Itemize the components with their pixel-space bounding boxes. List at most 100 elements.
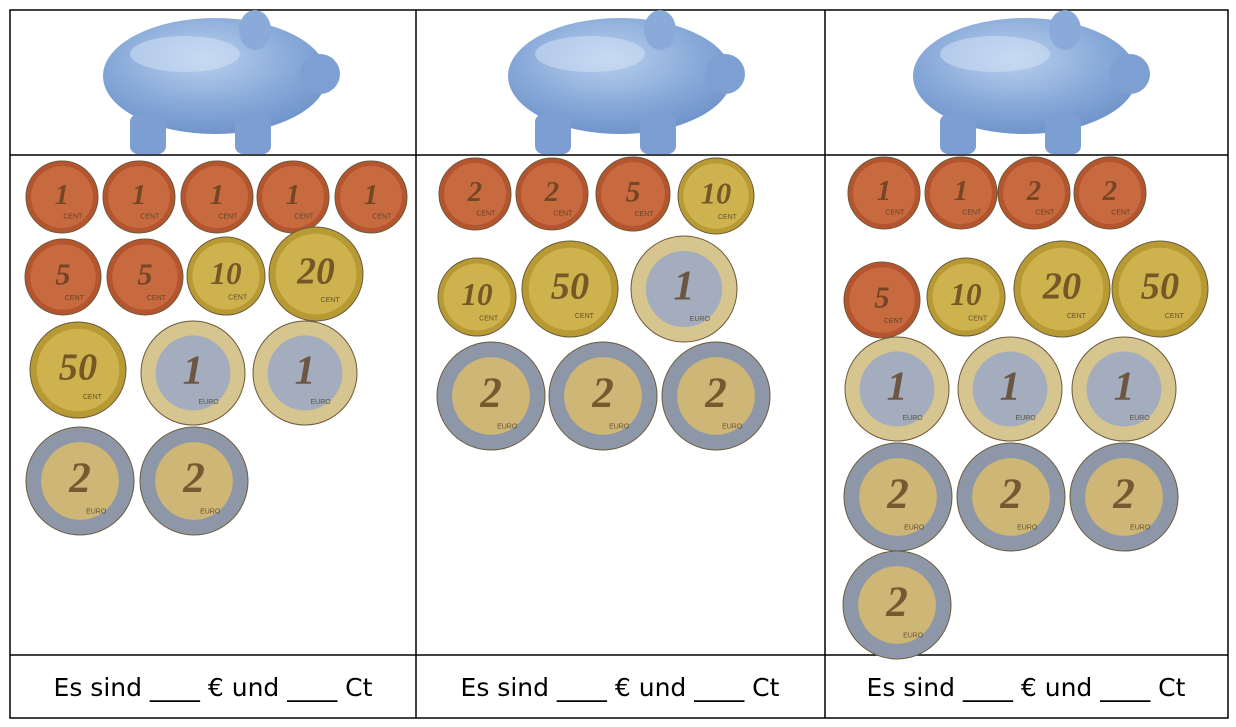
coin-center <box>443 263 511 331</box>
coin-center <box>677 357 755 435</box>
coin: 5 CENT <box>843 261 921 339</box>
coin-value: 5 <box>55 258 70 292</box>
coin-value: 10 <box>950 277 982 312</box>
coin: 10 CENT <box>186 236 266 316</box>
coin-unit: EURO <box>609 423 630 430</box>
coin: 2 EURO <box>548 341 658 451</box>
coin: 50 CENT <box>29 321 127 419</box>
coin-unit: CENT <box>884 318 904 325</box>
coin-unit: EURO <box>198 399 219 406</box>
coin-unit: EURO <box>200 508 221 515</box>
coin-center <box>36 328 120 412</box>
coin-unit: CENT <box>885 210 905 217</box>
coin-value: 2 <box>467 176 482 208</box>
coin-unit: CENT <box>321 297 341 304</box>
coin: 1 EURO <box>630 235 738 343</box>
coin-unit: CENT <box>372 214 392 221</box>
coin: 1 CENT <box>924 156 998 230</box>
coin-center <box>564 357 642 435</box>
coin: 2 EURO <box>436 341 546 451</box>
coin-unit: CENT <box>553 211 573 218</box>
coin-value: 2 <box>886 471 909 518</box>
coin-value: 1 <box>183 346 204 392</box>
coin-center <box>155 442 233 520</box>
coin-value: 1 <box>132 179 146 211</box>
coin-value: 5 <box>137 258 152 292</box>
coin-unit: EURO <box>1129 415 1150 422</box>
coin: 2 EURO <box>139 426 249 536</box>
coin-center <box>155 335 231 411</box>
coin-unit: EURO <box>722 423 743 430</box>
coin: 2 EURO <box>1069 442 1179 552</box>
coin-unit: CENT <box>294 214 314 221</box>
coin-unit: CENT <box>479 315 499 322</box>
coin-unit: EURO <box>310 399 331 406</box>
coin-unit: CENT <box>962 210 982 217</box>
coin-center <box>645 250 723 328</box>
coin-center <box>853 162 915 224</box>
coin-value: 20 <box>1042 266 1081 308</box>
coin: 1 CENT <box>102 160 176 234</box>
coin-center <box>859 351 935 427</box>
coin: 50 CENT <box>521 240 619 338</box>
coin-value: 2 <box>885 579 908 626</box>
coin-center <box>1020 247 1104 331</box>
coin: 20 CENT <box>268 226 364 322</box>
coin-value: 10 <box>461 277 493 312</box>
coin-value: 50 <box>551 266 589 308</box>
coin-value: 2 <box>999 471 1022 518</box>
coin-unit: CENT <box>1111 210 1131 217</box>
coin-value: 1 <box>295 346 316 392</box>
coin: 1 CENT <box>25 160 99 234</box>
coin-center <box>275 233 357 315</box>
coin: 1 EURO <box>140 320 246 426</box>
coin: 5 CENT <box>595 156 671 232</box>
coin: 1 EURO <box>1071 336 1177 442</box>
coin-unit: CENT <box>1165 313 1185 320</box>
coin-center <box>262 166 324 228</box>
answer-line: Es sind ____ € und ____ Ct <box>867 673 1186 702</box>
coin-center <box>930 162 992 224</box>
coin-unit: EURO <box>1015 415 1036 422</box>
coin-value: 2 <box>68 455 91 502</box>
coin-value: 1 <box>673 263 694 310</box>
coin-value: 2 <box>182 455 205 502</box>
coin: 1 CENT <box>334 160 408 234</box>
coin-unit: EURO <box>690 316 711 323</box>
coin: 1 CENT <box>847 156 921 230</box>
coin-value: 10 <box>210 256 242 291</box>
coin: 2 EURO <box>842 550 952 660</box>
coin-center <box>31 166 93 228</box>
coin-value: 50 <box>59 347 97 389</box>
coin-center <box>1003 162 1065 224</box>
coin-center <box>859 458 937 536</box>
piggy-bank <box>508 10 745 154</box>
coin-center <box>186 166 248 228</box>
coin-value: 1 <box>887 362 908 408</box>
coin: 2 CENT <box>997 156 1071 230</box>
coin-unit: CENT <box>476 211 496 218</box>
piggy-bank <box>103 10 340 154</box>
coin-center <box>521 163 583 225</box>
coin-unit: CENT <box>228 294 248 301</box>
coin-unit: CENT <box>968 315 988 322</box>
coin: 10 CENT <box>437 257 517 337</box>
coin-value: 5 <box>874 281 889 315</box>
coin-center <box>601 162 665 226</box>
answer-line: Es sind ____ € und ____ Ct <box>54 673 373 702</box>
coin: 1 EURO <box>957 336 1063 442</box>
coin-center <box>972 458 1050 536</box>
coin: 5 CENT <box>106 238 184 316</box>
coin-center <box>112 244 178 310</box>
coin-center <box>849 267 915 333</box>
coin: 1 CENT <box>256 160 330 234</box>
coin-unit: CENT <box>218 214 238 221</box>
coin: 2 EURO <box>956 442 1066 552</box>
coin-center <box>1085 458 1163 536</box>
coin: 2 CENT <box>1073 156 1147 230</box>
piggy-bank <box>913 10 1150 154</box>
coin-value: 2 <box>704 370 727 417</box>
coin: 2 CENT <box>438 157 512 231</box>
coin-unit: EURO <box>1017 524 1038 531</box>
coin-value: 2 <box>544 176 559 208</box>
